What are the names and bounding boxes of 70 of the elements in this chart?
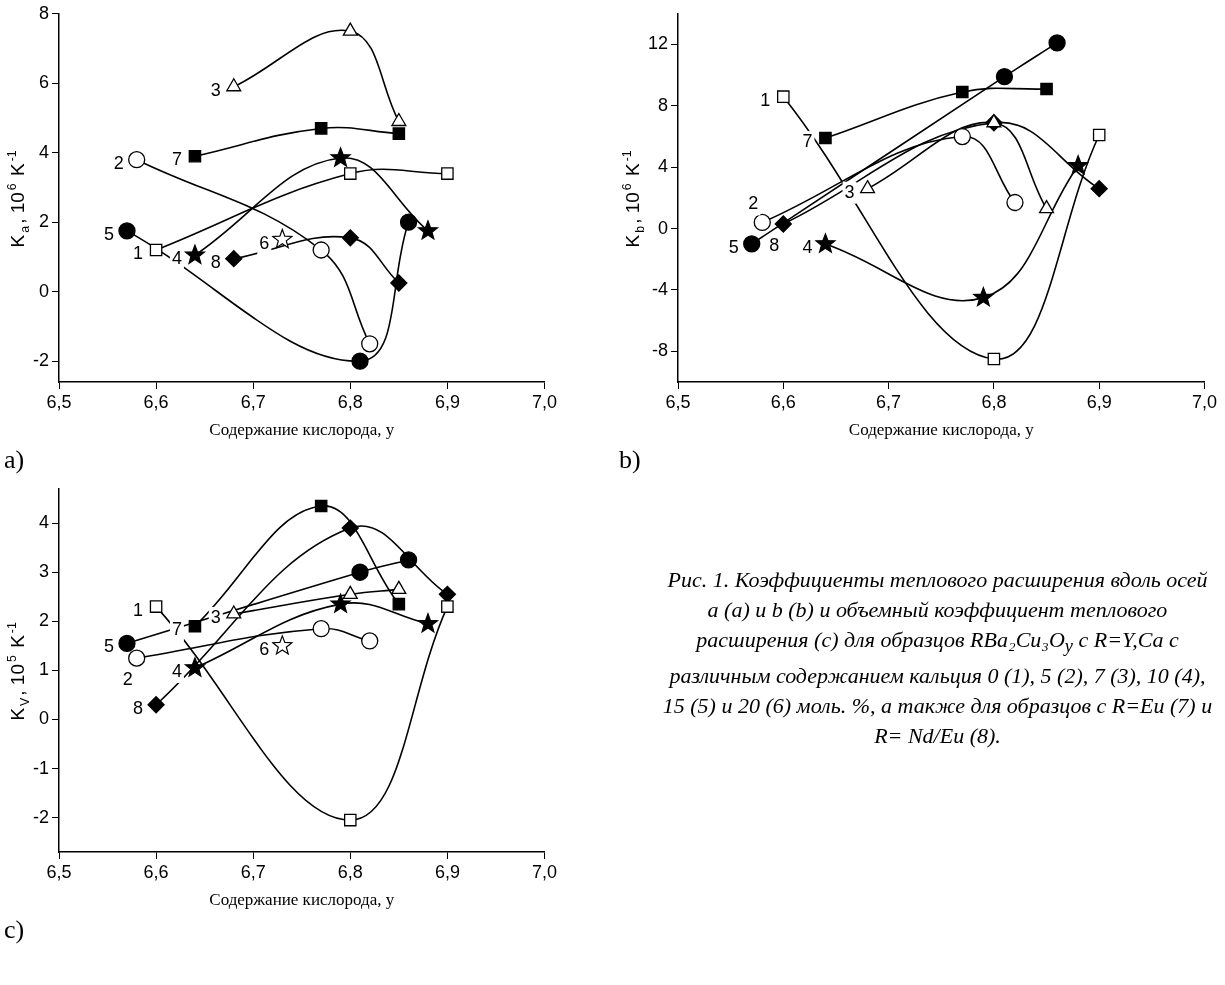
x-tick-label: 6,7 — [240, 861, 266, 882]
y-tick-label: -1 — [32, 757, 49, 778]
y-tick-label: 4 — [38, 512, 49, 533]
series-label: 4 — [802, 236, 813, 257]
series-label: 5 — [103, 636, 114, 657]
x-axis-title: Содержание кислорода, y — [209, 890, 395, 910]
x-tick-label: 6,8 — [981, 391, 1007, 412]
series-label: 3 — [210, 606, 221, 627]
text: b) — [619, 445, 642, 475]
x-tick-label: 6,5 — [46, 391, 72, 412]
y-tick-label: 1 — [38, 659, 49, 680]
series-label: 8 — [210, 251, 221, 272]
y-tick-label: -8 — [652, 340, 669, 361]
series-label: 1 — [133, 599, 144, 620]
y-axis-title: KV, 105 K-1 — [5, 622, 32, 721]
y-tick-label: 4 — [38, 141, 49, 162]
series-label: 6 — [259, 232, 270, 253]
y-tick-label: 2 — [38, 211, 49, 232]
text: a) — [4, 445, 26, 475]
x-axis-title: Содержание кислорода, y — [848, 420, 1035, 440]
y-tick-label: 6 — [38, 72, 49, 93]
y-axis-title: Kb, 106 K-1 — [620, 150, 647, 248]
x-tick-label: 6,5 — [665, 391, 691, 412]
text: Рис. 1. Коэффициенты теплового расширения вдоль осей a (a) и b (b) и объемный коэффициент теплового расширения (c) для образцов RBa₂Cu₃O$_{y}$ с R=Y,Ca с различным содержанием кальция 0 (1), 5 (2), 7 (3), 10 (4), 15 (5) и 20 (6) моль. %, а также для образцов с R=Eu (7) и R= Nd/Eu (8). — [661, 566, 1214, 751]
y-tick-label: 4 — [658, 156, 669, 177]
series-label: 5 — [103, 223, 114, 244]
series-label: 8 — [133, 697, 144, 718]
series-label: 8 — [769, 234, 780, 255]
series-label: 7 — [171, 149, 182, 170]
y-tick-label: 12 — [647, 33, 669, 54]
series-label: 2 — [122, 669, 133, 690]
series-label: 3 — [844, 181, 855, 202]
series-label: 6 — [259, 638, 270, 659]
series-label: 2 — [113, 152, 124, 173]
series-label: 7 — [802, 131, 813, 152]
x-tick-label: 7,0 — [1191, 391, 1217, 412]
y-tick-label: -2 — [32, 350, 49, 371]
y-tick-label: 0 — [38, 708, 49, 729]
x-tick-label: 6,7 — [240, 391, 266, 412]
x-tick-label: 6,9 — [1086, 391, 1112, 412]
x-tick-label: 6,7 — [876, 391, 902, 412]
x-tick-label: 6,6 — [770, 391, 796, 412]
x-tick-label: 6,6 — [143, 861, 169, 882]
series-label: 4 — [171, 248, 182, 269]
x-tick-label: 6,8 — [337, 861, 363, 882]
x-tick-label: 7,0 — [531, 861, 557, 882]
series-label: 1 — [760, 89, 771, 110]
series-label: 2 — [748, 193, 759, 214]
y-tick-label: -2 — [32, 806, 49, 827]
x-axis-title: Содержание кислорода, y — [209, 420, 395, 440]
series-label: 4 — [171, 660, 182, 681]
y-tick-label: -4 — [652, 278, 669, 299]
y-tick-label: 3 — [38, 561, 49, 582]
x-tick-label: 6,8 — [337, 391, 363, 412]
x-tick-label: 6,9 — [434, 391, 460, 412]
y-tick-label: 8 — [38, 2, 49, 23]
x-tick-label: 6,6 — [143, 391, 169, 412]
series-label: 5 — [728, 236, 739, 257]
series-label: 1 — [133, 242, 144, 263]
series-label: 7 — [171, 619, 182, 640]
x-tick-label: 6,5 — [46, 861, 72, 882]
y-axis-title: Ka, 106 K-1 — [5, 150, 32, 248]
x-tick-label: 7,0 — [531, 391, 557, 412]
y-tick-label: 0 — [658, 217, 669, 238]
text: c) — [4, 915, 26, 945]
y-tick-label: 8 — [658, 94, 669, 115]
y-tick-label: 2 — [38, 610, 49, 631]
x-tick-label: 6,9 — [434, 861, 460, 882]
y-tick-label: 0 — [38, 280, 49, 301]
series-label: 3 — [210, 79, 221, 100]
